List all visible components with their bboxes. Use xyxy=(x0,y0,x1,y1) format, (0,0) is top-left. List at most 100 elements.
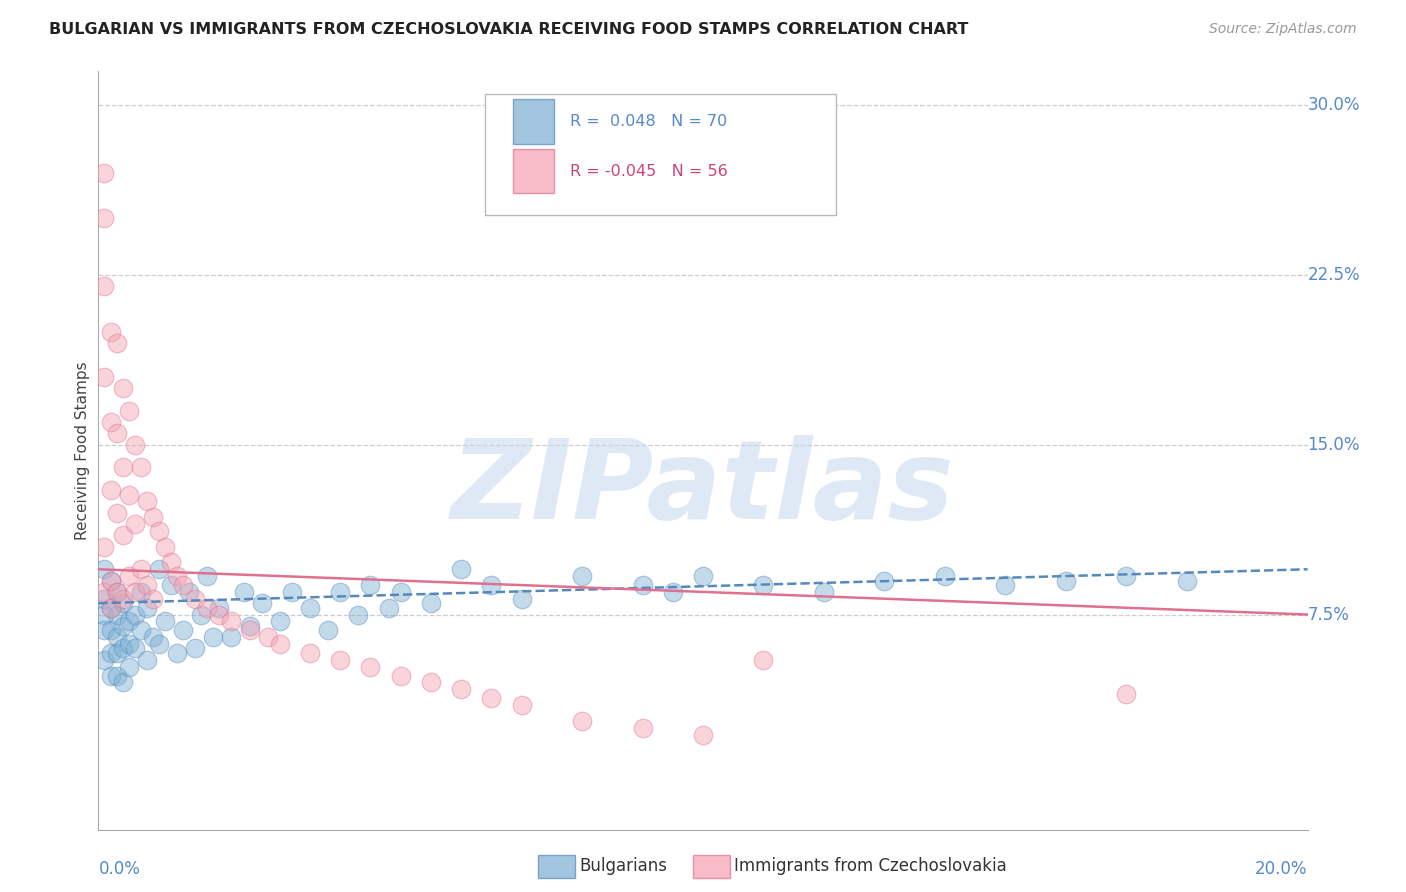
Text: 7.5%: 7.5% xyxy=(1308,606,1350,624)
Point xyxy=(389,585,412,599)
Point xyxy=(184,641,207,656)
Point xyxy=(105,630,128,644)
Point xyxy=(166,646,188,660)
Point xyxy=(100,325,122,339)
Point xyxy=(450,682,472,697)
Text: ZIPatlas: ZIPatlas xyxy=(451,435,955,541)
Point xyxy=(135,578,157,592)
Point xyxy=(105,668,128,682)
Point xyxy=(111,591,134,606)
Point xyxy=(299,646,322,660)
Point xyxy=(631,578,654,592)
Point xyxy=(329,585,352,599)
Point xyxy=(631,721,654,735)
Point xyxy=(129,624,152,638)
Point xyxy=(100,600,122,615)
Point xyxy=(105,506,128,520)
Point xyxy=(129,562,152,576)
Point xyxy=(135,600,157,615)
Text: Bulgarians: Bulgarians xyxy=(579,857,668,875)
Text: BULGARIAN VS IMMIGRANTS FROM CZECHOSLOVAKIA RECEIVING FOOD STAMPS CORRELATION CH: BULGARIAN VS IMMIGRANTS FROM CZECHOSLOVA… xyxy=(49,22,969,37)
Point xyxy=(269,615,291,629)
Point xyxy=(389,668,412,682)
Point xyxy=(111,641,134,656)
FancyBboxPatch shape xyxy=(513,149,554,194)
Point xyxy=(450,562,472,576)
Point xyxy=(135,494,157,508)
FancyBboxPatch shape xyxy=(513,99,554,144)
Point xyxy=(105,585,128,599)
Point xyxy=(93,591,115,606)
Point xyxy=(360,659,382,673)
FancyBboxPatch shape xyxy=(485,95,837,216)
Text: 15.0%: 15.0% xyxy=(1308,436,1360,454)
Point xyxy=(377,600,399,615)
Text: 0.0%: 0.0% xyxy=(98,860,141,878)
Point xyxy=(124,585,146,599)
Point xyxy=(692,727,714,741)
Point xyxy=(105,426,128,441)
Point xyxy=(124,607,146,622)
Point xyxy=(124,438,146,452)
Text: 20.0%: 20.0% xyxy=(1256,860,1308,878)
Point xyxy=(250,596,273,610)
Text: Source: ZipAtlas.com: Source: ZipAtlas.com xyxy=(1209,22,1357,37)
Point xyxy=(142,510,165,524)
Point xyxy=(208,600,231,615)
Point xyxy=(172,624,194,638)
Text: R = -0.045   N = 56: R = -0.045 N = 56 xyxy=(569,163,728,178)
Point xyxy=(221,630,243,644)
Point xyxy=(239,619,262,633)
Text: R =  0.048   N = 70: R = 0.048 N = 70 xyxy=(569,113,727,128)
Point xyxy=(347,607,370,622)
Point xyxy=(111,460,134,475)
Point xyxy=(135,653,157,667)
Point xyxy=(179,585,201,599)
Point xyxy=(142,591,165,606)
Point xyxy=(239,624,262,638)
Point xyxy=(360,578,382,592)
Point xyxy=(111,675,134,690)
Point xyxy=(813,585,835,599)
Point xyxy=(1115,687,1137,701)
Point xyxy=(148,562,170,576)
Point xyxy=(202,630,225,644)
Point xyxy=(129,585,152,599)
Point xyxy=(571,569,593,583)
Point xyxy=(190,607,212,622)
Point xyxy=(100,668,122,682)
Point xyxy=(105,585,128,599)
Point xyxy=(481,691,503,706)
Point xyxy=(111,528,134,542)
Point xyxy=(111,619,134,633)
Point xyxy=(105,335,128,350)
Point xyxy=(994,578,1017,592)
Point xyxy=(221,615,243,629)
Point xyxy=(124,641,146,656)
Text: 30.0%: 30.0% xyxy=(1308,96,1360,114)
Point xyxy=(873,574,896,588)
Point xyxy=(118,404,141,418)
Point xyxy=(160,556,183,570)
Point xyxy=(111,381,134,395)
Point xyxy=(269,637,291,651)
Point xyxy=(93,540,115,554)
Point xyxy=(153,540,176,554)
Point xyxy=(118,487,141,501)
Point xyxy=(420,675,443,690)
Point xyxy=(148,524,170,538)
Point xyxy=(100,574,122,588)
Point xyxy=(1175,574,1198,588)
Point xyxy=(105,607,128,622)
Point xyxy=(100,415,122,429)
Point xyxy=(93,624,115,638)
Point xyxy=(481,578,503,592)
Point xyxy=(299,600,322,615)
Point xyxy=(195,600,218,615)
Y-axis label: Receiving Food Stamps: Receiving Food Stamps xyxy=(75,361,90,540)
Point xyxy=(1115,569,1137,583)
Point xyxy=(420,596,443,610)
Point xyxy=(100,624,122,638)
Point xyxy=(93,166,115,180)
Point xyxy=(118,637,141,651)
